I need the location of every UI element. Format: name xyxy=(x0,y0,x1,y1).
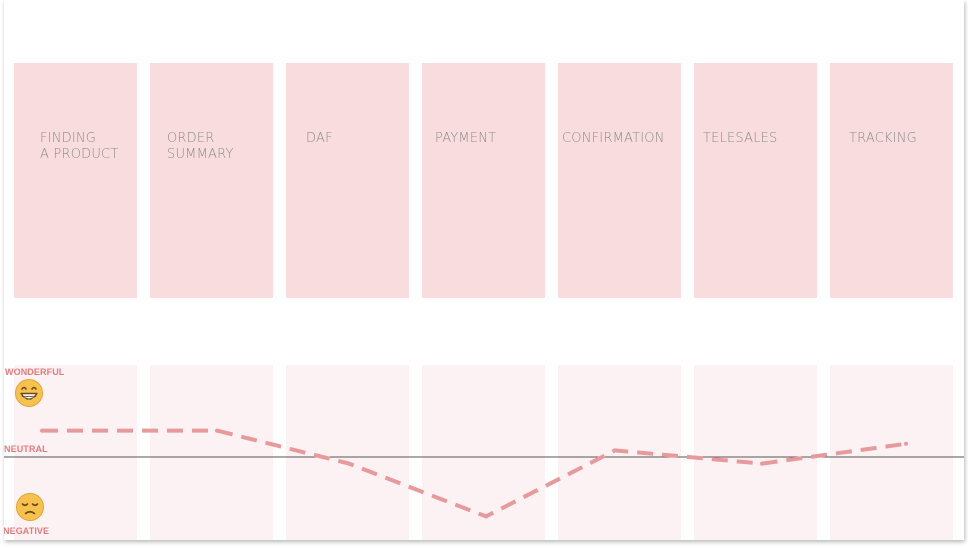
stage-card-payment[interactable]: PAYMENT xyxy=(422,63,545,298)
emotion-point-1 xyxy=(40,428,44,433)
emotion-point-4 xyxy=(484,514,488,519)
stage-label: ORDER SUMMARY xyxy=(167,131,234,162)
stage-label: TRACKING xyxy=(849,131,917,146)
stage-label: PAYMENT xyxy=(435,131,497,146)
emotion-lane xyxy=(150,365,273,540)
stage-card-telesales[interactable]: TELESALES xyxy=(694,63,817,298)
emotion-point-7 xyxy=(904,441,908,446)
sad-face-icon xyxy=(16,493,44,521)
stage-label: FINDING A PRODUCT xyxy=(40,131,119,162)
negative-label: NEGATIVE xyxy=(4,526,50,536)
emotion-lane xyxy=(694,365,817,540)
stage-card-finding-a-product[interactable]: FINDING A PRODUCT xyxy=(14,63,137,298)
stage-label: DAF xyxy=(306,131,333,146)
journey-map-board: FINDING A PRODUCT ORDER SUMMARY DAF PAYM… xyxy=(4,0,964,540)
stage-card-daf[interactable]: DAF xyxy=(286,63,409,298)
emotion-lane xyxy=(286,365,409,540)
emotion-chart xyxy=(4,428,964,519)
wonderful-label: WONDERFUL xyxy=(5,367,65,377)
grinning-face-icon xyxy=(15,379,43,407)
stage-card-tracking[interactable]: TRACKING xyxy=(830,63,953,298)
stage-label: CONFIRMATION xyxy=(562,131,665,146)
neutral-label: NEUTRAL xyxy=(4,444,48,454)
emotion-lane xyxy=(422,365,545,540)
emotion-curve xyxy=(42,428,907,519)
emotion-point-3 xyxy=(347,461,351,466)
stage-card-confirmation[interactable]: CONFIRMATION xyxy=(558,63,681,298)
emotion-point-6 xyxy=(760,461,764,466)
emotion-point-5 xyxy=(613,448,617,453)
stage-label: TELESALES xyxy=(703,131,778,146)
stage-card-order-summary[interactable]: ORDER SUMMARY xyxy=(150,63,273,298)
emotion-point-2 xyxy=(215,428,219,433)
